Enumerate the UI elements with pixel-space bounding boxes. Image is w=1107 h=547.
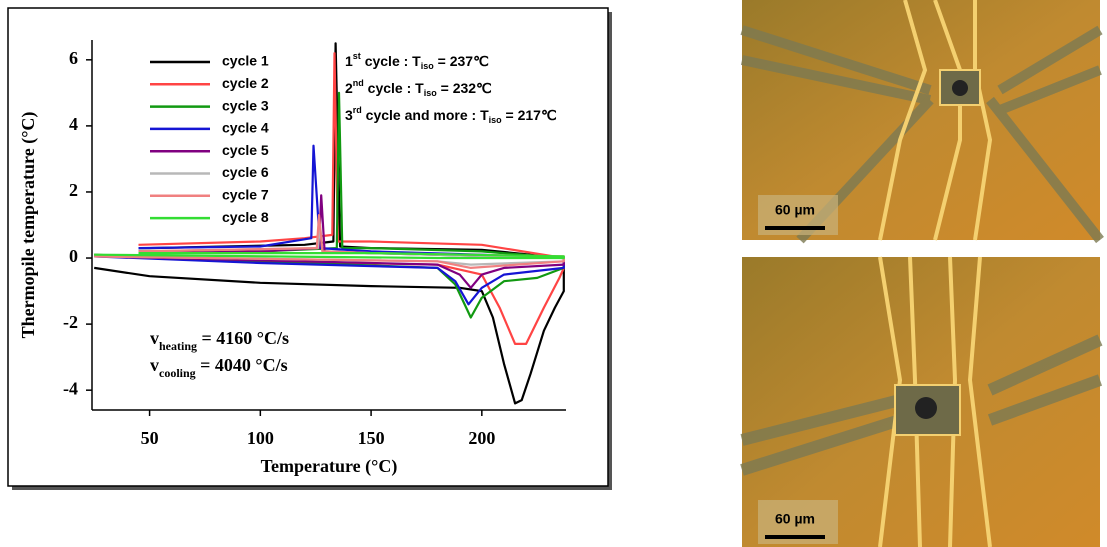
legend-label: cycle 5: [222, 142, 269, 158]
x-tick-label: 100: [247, 428, 274, 448]
y-tick-label: 4: [69, 114, 78, 134]
annotation-part: = 217℃: [502, 107, 557, 123]
scale-label: 60 µm: [775, 511, 815, 527]
annotation-part: nd: [353, 78, 364, 88]
annotation-part: v: [150, 328, 159, 348]
legend-label: cycle 6: [222, 164, 269, 180]
annotation-part: iso: [424, 88, 438, 98]
micrograph-bottom: 60 µm: [740, 256, 1103, 547]
annotation: 1st cycle : Tiso = 237℃: [345, 51, 489, 71]
annotation-part: = 232℃: [437, 80, 492, 96]
annotation-part: iso: [421, 61, 435, 71]
annotation-part: cycle and more : T: [362, 107, 489, 123]
annotation-part: v: [150, 355, 159, 375]
y-tick-label: -2: [63, 312, 78, 332]
legend-label: cycle 8: [222, 209, 269, 225]
chart-frame: [7, 7, 609, 487]
legend-label: cycle 7: [222, 187, 269, 203]
annotation-part: cycle : T: [364, 80, 424, 96]
y-tick-label: -4: [63, 378, 78, 398]
legend-label: cycle 3: [222, 97, 269, 113]
annotation-part: heating: [159, 339, 197, 353]
x-tick-label: 50: [141, 428, 159, 448]
annotation-part: st: [353, 51, 361, 61]
annotation-part: cooling: [159, 366, 196, 380]
rate-annotation: vheating = 4160 °C/s: [150, 328, 289, 353]
annotation-part: 2: [345, 80, 353, 96]
y-tick-label: 0: [69, 246, 78, 266]
annotation-part: = 237℃: [434, 53, 489, 69]
micrograph-top: 60 µm: [740, 0, 1104, 244]
y-tick-label: 6: [69, 48, 78, 68]
y-tick-label: 2: [69, 180, 78, 200]
annotation-part: iso: [489, 115, 503, 125]
annotation-part: 1: [345, 53, 353, 69]
y-axis-label: Thermopile temperature (°C): [18, 112, 39, 339]
x-axis-label: Temperature (°C): [261, 456, 398, 477]
plot: -4 -2 0 2 4 6 50 100 150 200 Temperature (°C) Therm…: [18, 40, 566, 477]
annotation-part: 3: [345, 107, 353, 123]
series-line: [94, 252, 565, 260]
scale-label: 60 µm: [775, 202, 815, 218]
legend-label: cycle 1: [222, 53, 269, 69]
legend-label: cycle 2: [222, 75, 269, 91]
legend-label: cycle 4: [222, 120, 269, 136]
annotation-part: = 4160 °C/s: [197, 328, 289, 348]
rate-annotation: vcooling = 4040 °C/s: [150, 355, 288, 380]
annotation: 2nd cycle : Tiso = 232℃: [345, 78, 492, 98]
x-tick-label: 200: [468, 428, 495, 448]
annotation-part: = 4040 °C/s: [196, 355, 288, 375]
annotation-part: rd: [353, 105, 362, 115]
annotation: 3rd cycle and more : Tiso = 217℃: [345, 105, 557, 125]
annotation-part: cycle : T: [361, 53, 421, 69]
x-tick-label: 150: [358, 428, 385, 448]
